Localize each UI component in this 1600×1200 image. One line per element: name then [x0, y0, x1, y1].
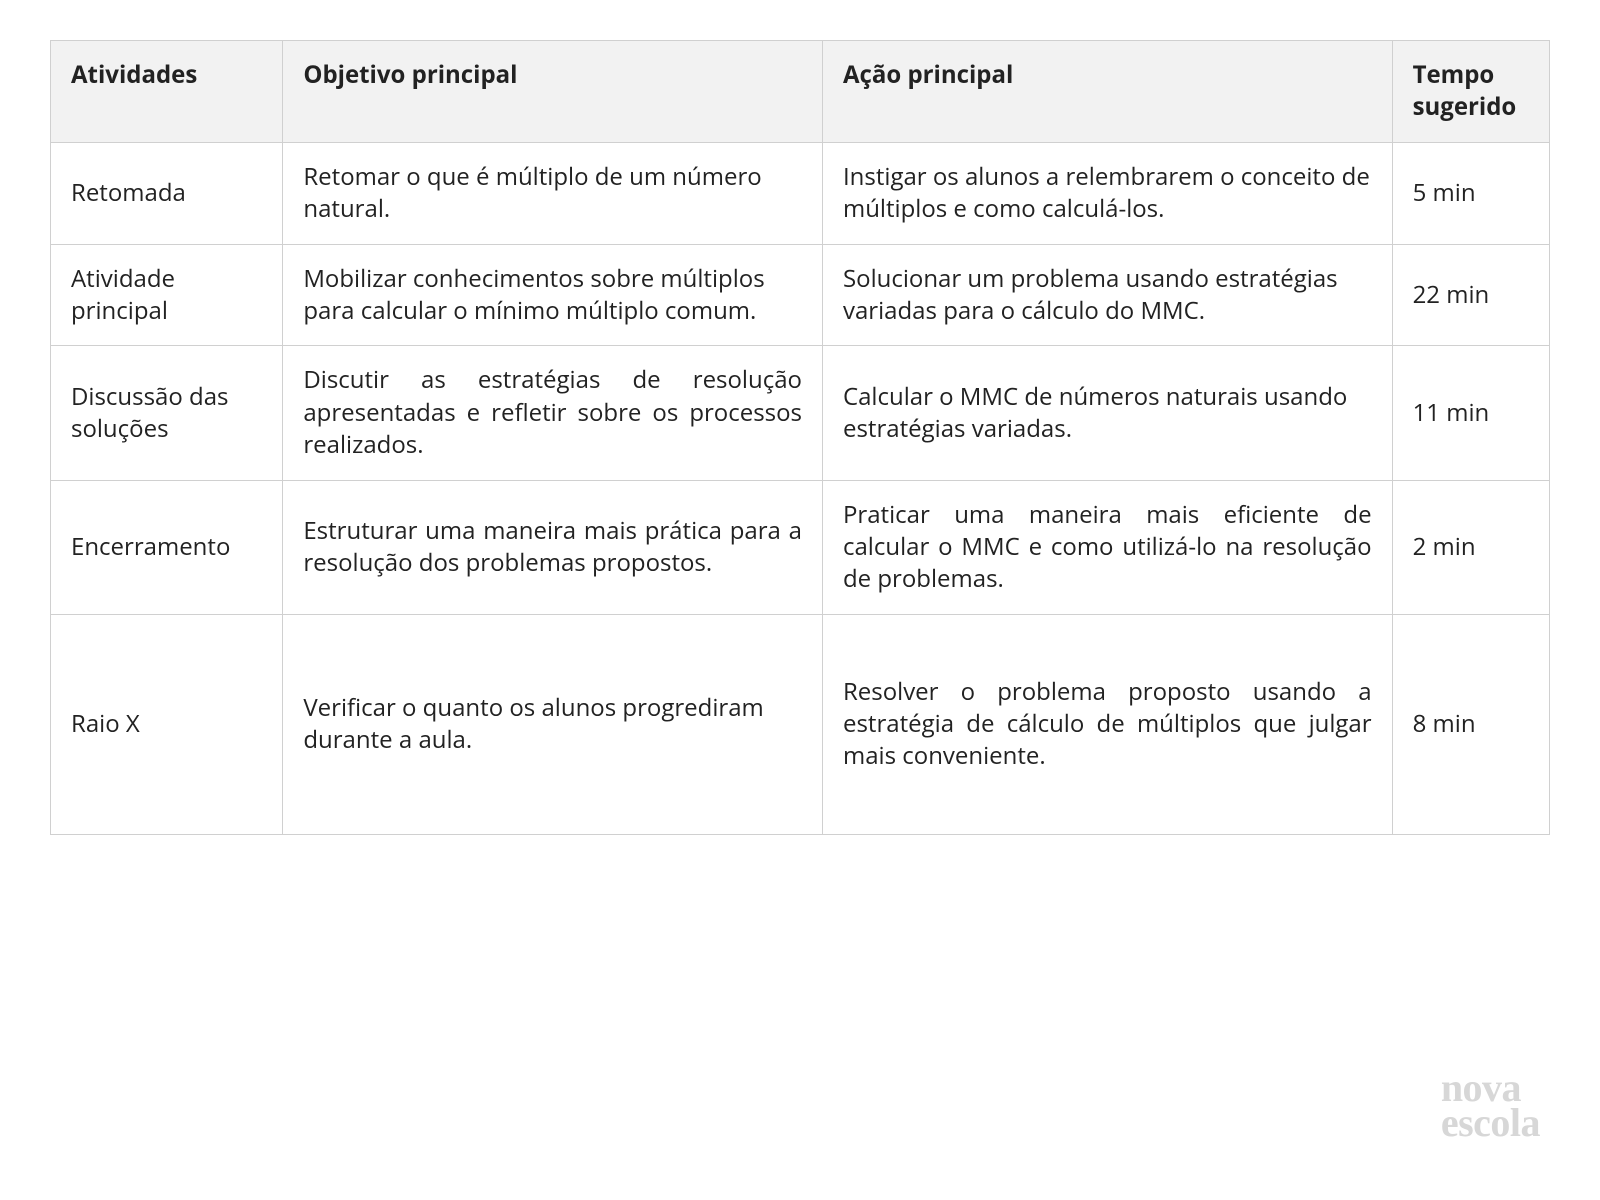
- cell-objective: Estruturar uma maneira mais prática para…: [283, 480, 823, 614]
- cell-activity: Discussão das soluções: [51, 346, 283, 480]
- cell-action: Calcular o MMC de números naturais usand…: [822, 346, 1392, 480]
- cell-objective: Verificar o quanto os alunos progrediram…: [283, 614, 823, 834]
- cell-activity: Retomada: [51, 142, 283, 244]
- cell-action: Instigar os alunos a relembrarem o conce…: [822, 142, 1392, 244]
- activities-table: Atividades Objetivo principal Ação princ…: [50, 40, 1550, 835]
- cell-time: 5 min: [1392, 142, 1549, 244]
- table-row: Discussão das soluçõesDiscutir as estrat…: [51, 346, 1550, 480]
- cell-action: Praticar uma maneira mais eficiente de c…: [822, 480, 1392, 614]
- nova-escola-logo: nova escola: [1441, 1071, 1540, 1140]
- logo-line-2: escola: [1441, 1106, 1540, 1140]
- cell-objective: Discutir as estratégias de resolução apr…: [283, 346, 823, 480]
- col-header-activity: Atividades: [51, 41, 283, 143]
- table-row: EncerramentoEstruturar uma maneira mais …: [51, 480, 1550, 614]
- cell-time: 8 min: [1392, 614, 1549, 834]
- cell-time: 22 min: [1392, 244, 1549, 346]
- cell-action: Solucionar um problema usando estratégia…: [822, 244, 1392, 346]
- col-header-time: Tempo sugerido: [1392, 41, 1549, 143]
- cell-activity: Encerramento: [51, 480, 283, 614]
- cell-objective: Retomar o que é múltiplo de um número na…: [283, 142, 823, 244]
- cell-activity: Raio X: [51, 614, 283, 834]
- page: Atividades Objetivo principal Ação princ…: [0, 0, 1600, 1200]
- cell-objective: Mobilizar conhecimentos sobre múltiplos …: [283, 244, 823, 346]
- col-header-action: Ação principal: [822, 41, 1392, 143]
- cell-action: Resolver o problema proposto usando a es…: [822, 614, 1392, 834]
- table-header-row: Atividades Objetivo principal Ação princ…: [51, 41, 1550, 143]
- cell-time: 2 min: [1392, 480, 1549, 614]
- cell-time: 11 min: [1392, 346, 1549, 480]
- table-row: RetomadaRetomar o que é múltiplo de um n…: [51, 142, 1550, 244]
- table-row: Raio XVerificar o quanto os alunos progr…: [51, 614, 1550, 834]
- cell-activity: Atividade principal: [51, 244, 283, 346]
- table-body: RetomadaRetomar o que é múltiplo de um n…: [51, 142, 1550, 834]
- col-header-objective: Objetivo principal: [283, 41, 823, 143]
- table-row: Atividade principalMobilizar conheciment…: [51, 244, 1550, 346]
